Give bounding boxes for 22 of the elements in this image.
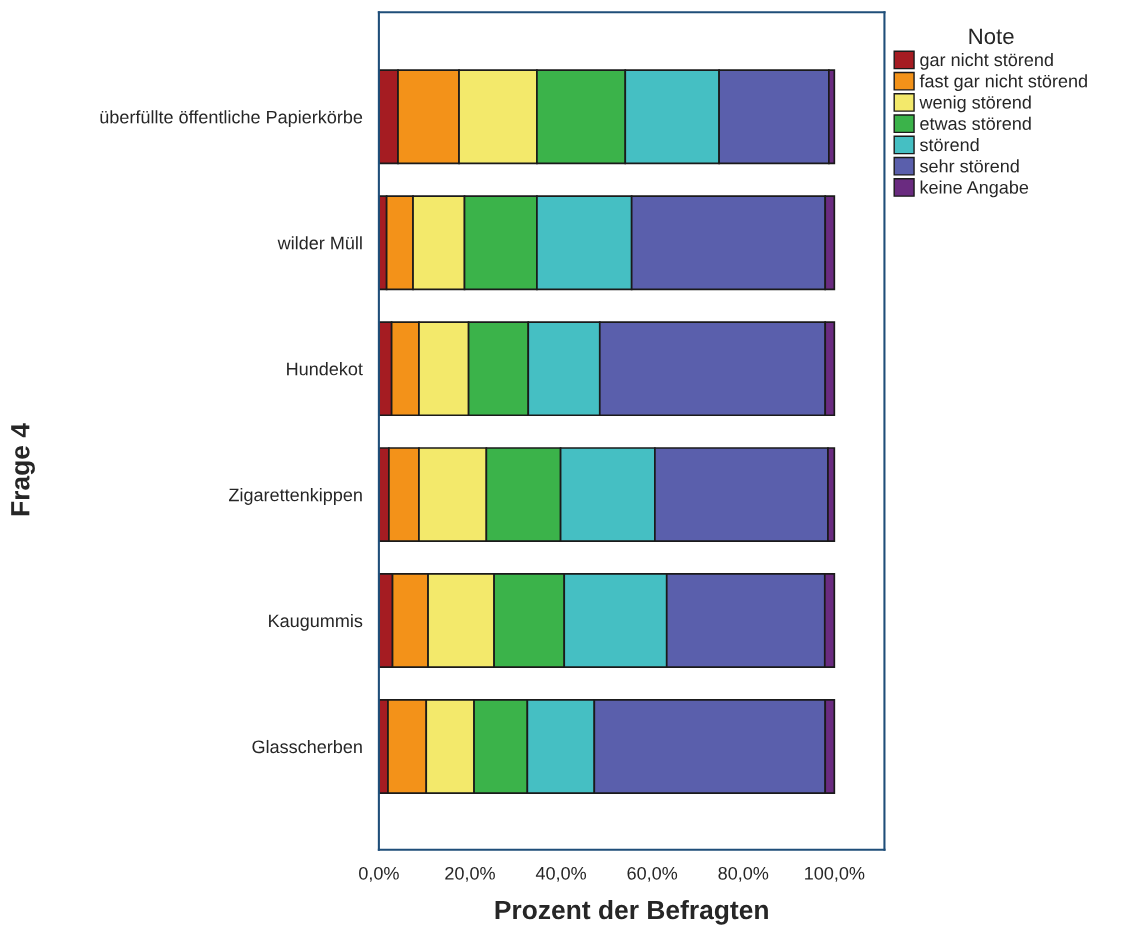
y-tick-label: Hundekot <box>287 362 363 376</box>
legend-label: gar nicht störend <box>920 52 1053 70</box>
x-tick-label: 60,0% <box>627 866 678 882</box>
y-axis-title: Frage 4 <box>11 423 35 516</box>
y-tick-label: Glasscherben <box>252 739 362 754</box>
legend-label: fast gar nicht störend <box>919 74 1087 92</box>
x-tick-label: 20,0% <box>445 866 495 882</box>
x-tick-label: 80,0% <box>718 866 769 882</box>
x-axis-title: Prozent der Befragten <box>495 899 768 925</box>
legend-label: etwas störend <box>920 116 1031 131</box>
y-tick-label: Zigarettenkippen <box>229 488 362 505</box>
x-tick-label: 100,0% <box>805 866 865 882</box>
y-tick-label: Kaugummis <box>269 614 363 631</box>
y-tick-label: überfüllte öffentliche Papierkörbe <box>100 110 363 128</box>
legend-title: Note <box>969 28 1014 45</box>
legend-label: störend <box>919 138 979 152</box>
legend-label: wenig störend <box>919 95 1031 113</box>
x-tick-label: 40,0% <box>535 866 587 882</box>
x-tick-label: 0,0% <box>359 866 399 882</box>
legend-label: sehr störend <box>919 159 1019 173</box>
legend-label: keine Angabe <box>920 180 1029 198</box>
y-tick-label: wilder Müll <box>277 236 362 250</box>
